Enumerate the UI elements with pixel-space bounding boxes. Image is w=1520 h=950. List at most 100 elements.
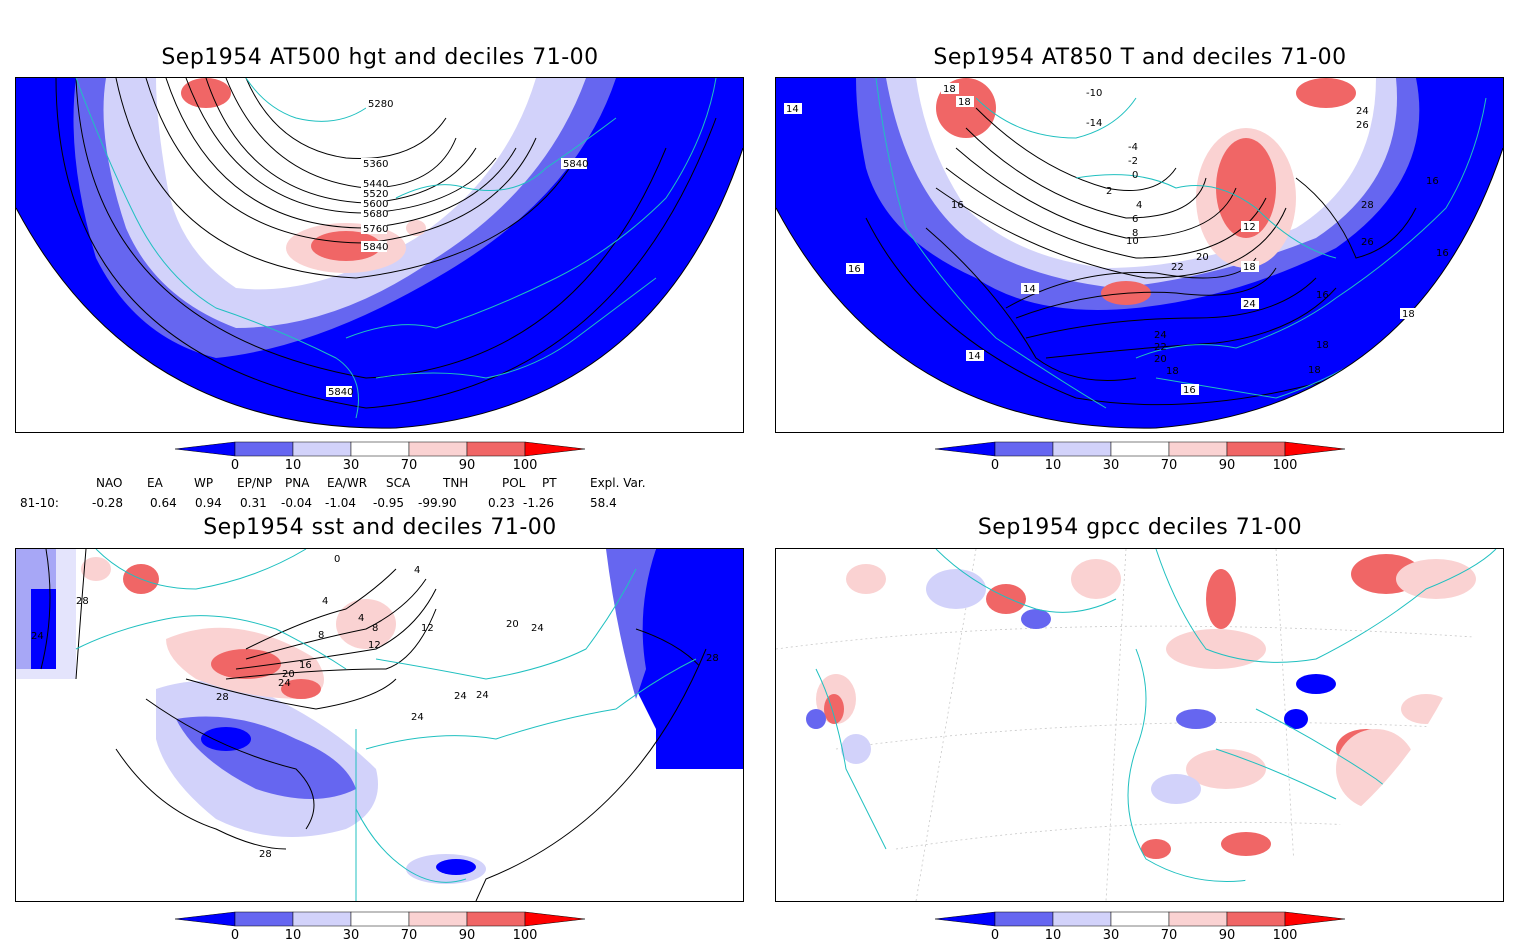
colorbar-swatch: [174, 441, 236, 457]
contour-label: 20: [506, 619, 519, 630]
map-hgt500-svg: 5280 5360 5440 5520 5600 5680 5760 5840 …: [16, 78, 743, 429]
colorbar-tick-label: 90: [1218, 928, 1236, 943]
contour-label: 28: [706, 653, 719, 664]
colorbar-tick-label: 70: [400, 928, 418, 943]
contour-label: 18: [958, 97, 971, 108]
contour-label: 16: [1183, 385, 1196, 396]
colorbar-swatch: [1226, 911, 1286, 927]
colorbar-swatch: [234, 911, 294, 927]
colorbar-swatch: [934, 911, 996, 927]
contour-label: 5520: [363, 189, 388, 200]
index-name: EA/WR: [327, 476, 368, 490]
colorbar-tick-label: 30: [1102, 928, 1120, 943]
decile-fill-low-west: [31, 589, 56, 669]
colorbar-swatch: [292, 441, 352, 457]
contour-label: 4: [358, 613, 364, 624]
decile-fill-low: [201, 727, 251, 751]
colorbar-swatch: [466, 441, 526, 457]
contour-label: 4: [322, 596, 328, 607]
contour-label: 5680: [363, 209, 388, 220]
colorbar-swatch: [1284, 911, 1346, 927]
contour-label: 18: [943, 84, 956, 95]
contour-label: 24: [531, 623, 544, 634]
colorbar-tick-label: 70: [400, 458, 418, 473]
contour-label: 26: [1361, 237, 1374, 248]
height-contours: [55, 78, 717, 409]
decile-fill-10-30-ne: [606, 549, 656, 699]
decile-fill-70-90-north: [81, 557, 111, 581]
decile-fill-low-ne-edge: [633, 549, 743, 749]
contour-label: 28: [1361, 200, 1374, 211]
colorbar-tick-label: 0: [990, 458, 1000, 473]
index-name: Expl. Var.: [590, 476, 646, 490]
map-panel-gpcc: [775, 548, 1504, 902]
index-name: PNA: [285, 476, 310, 490]
contour-label: 24: [31, 631, 44, 642]
colorbar-swatch: [408, 911, 468, 927]
hemisphere-edge: [16, 147, 743, 429]
colorbar-bottom-left: 0 10 30 70 90 100: [174, 910, 595, 950]
colorbar-swatch: [1110, 911, 1170, 927]
panel-title-t850: Sep1954 AT850 T and deciles 71-00: [933, 45, 1347, 70]
index-value: 0.31: [240, 496, 267, 510]
contour-label: 12: [421, 623, 434, 634]
decile-fill-low-south: [436, 859, 476, 875]
contour-label: 24: [1154, 330, 1167, 341]
coastlines: [815, 549, 1497, 882]
colorbar-tick-label: 90: [458, 928, 476, 943]
contour-label: 5840: [363, 242, 388, 253]
contour-label: 5360: [363, 159, 388, 170]
colorbar-swatches: [174, 441, 586, 457]
gpcc-deciles: [776, 549, 1503, 901]
contour-label: 24: [454, 691, 467, 702]
colorbar-swatch: [234, 441, 294, 457]
index-value: -99.90: [418, 496, 457, 510]
decile-fill-90-100-north: [181, 78, 231, 108]
colorbar-swatch: [1110, 441, 1170, 457]
colorbar-tick-label: 90: [1218, 458, 1236, 473]
colorbar-swatch: [934, 441, 996, 457]
panel-title-sst: Sep1954 sst and deciles 71-00: [203, 515, 557, 540]
colorbar-top-right: 0 10 30 70 90 100: [934, 440, 1355, 480]
decile-fill-90-100: [211, 649, 281, 679]
contour-label: 16: [951, 200, 964, 211]
contour-label: 20: [282, 669, 295, 680]
contour-label-group: 28 24 0 4 4 8 4 8 12 12 16 20 24 28 24 2…: [31, 554, 719, 860]
contour-label-group: 5280 5360 5440 5520 5600 5680 5760 5840 …: [326, 98, 588, 398]
colorbar-tick-label: 10: [1044, 928, 1062, 943]
coastlines: [75, 78, 717, 419]
colorbar-tick-label: 10: [284, 458, 302, 473]
contour-label: -4: [1128, 142, 1138, 153]
contour-label: 18: [1402, 309, 1415, 320]
contour-label: 28: [76, 596, 89, 607]
contour-label: 16: [1436, 248, 1449, 259]
contour-label: 18: [1243, 262, 1256, 273]
index-value: 58.4: [590, 496, 617, 510]
colorbar-tick-label: 10: [1044, 458, 1062, 473]
colorbar-bottom-right: 0 10 30 70 90 100: [934, 910, 1355, 950]
contour-label: 18: [1166, 366, 1179, 377]
colorbar-swatch: [994, 911, 1054, 927]
colorbar-tick-label: 0: [990, 928, 1000, 943]
map-panel-hgt500: 5280 5360 5440 5520 5600 5680 5760 5840 …: [15, 77, 744, 433]
colorbar-swatch: [1168, 441, 1228, 457]
contour-label: 5600: [363, 199, 388, 210]
colorbar-tick-label: 70: [1160, 928, 1178, 943]
contour-label: 2: [1106, 186, 1112, 197]
colorbar-ticks: 0 10 30 70 90 100: [175, 928, 595, 944]
colorbar-swatches: [934, 441, 1346, 457]
contour-label: 24: [411, 712, 424, 723]
contour-label-group: 14 18 18 -10 -14 -4 -2 0 2 4 6 8 10 12 1…: [784, 83, 1449, 396]
contour-label: 18: [1316, 340, 1329, 351]
colorbar-tick-label: 100: [512, 458, 538, 473]
contour-label: 28: [259, 849, 272, 860]
colorbar-tick-label: 70: [1160, 458, 1178, 473]
contour-label: 26: [1356, 120, 1369, 131]
decile-fill-90-100-b: [281, 679, 321, 699]
hemisphere-edge: [475, 648, 707, 901]
contour-label: 22: [1171, 262, 1184, 273]
decile-fill-low-south: [776, 198, 1503, 429]
index-name: POL: [502, 476, 526, 490]
panel-title-hgt500: Sep1954 AT500 hgt and deciles 71-00: [161, 45, 599, 70]
contour-label: 12: [1243, 222, 1256, 233]
